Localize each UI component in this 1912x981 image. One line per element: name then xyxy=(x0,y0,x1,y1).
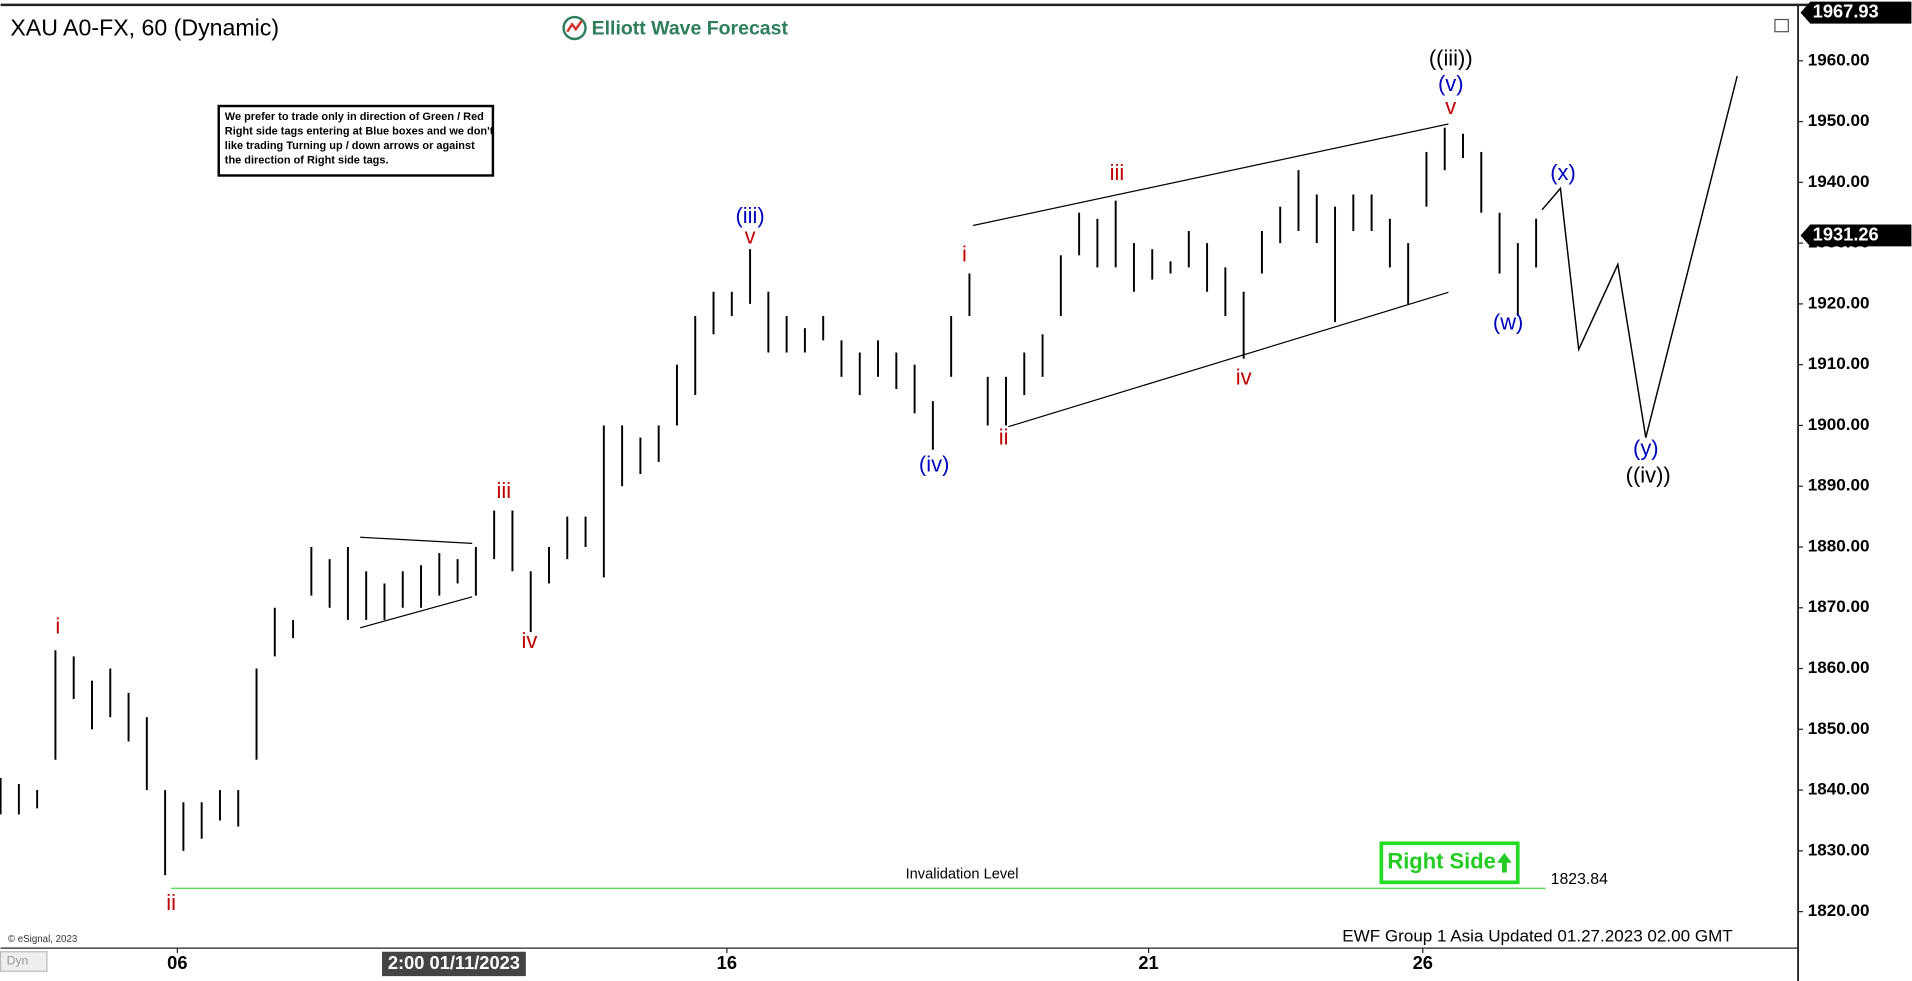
right-side-badge: Right Side xyxy=(1379,841,1520,885)
y-tick-label: 1870.00 xyxy=(1808,597,1870,616)
logo-mark xyxy=(566,20,583,33)
logo-text: Elliott Wave Forecast xyxy=(592,17,789,39)
note-line: the direction of Right side tags. xyxy=(225,155,389,167)
wave-label: (x) xyxy=(1550,160,1576,185)
wave-label: ii xyxy=(999,425,1009,450)
price-marker-label: 1931.26 xyxy=(1813,223,1879,244)
y-tick-label: 1900.00 xyxy=(1808,415,1870,434)
chart-title: XAU A0-FX, 60 (Dynamic) xyxy=(10,14,279,40)
trendline xyxy=(972,123,1449,227)
wave-label: ((iv)) xyxy=(1626,462,1671,487)
wave-label: (iv) xyxy=(919,451,949,476)
wave-label: ((iii)) xyxy=(1429,45,1473,70)
corner-box xyxy=(0,951,48,972)
note-line: Right side tags entering at Blue boxes a… xyxy=(225,126,494,138)
crosshair-box xyxy=(382,951,526,977)
y-tick-label: 1920.00 xyxy=(1808,293,1870,312)
y-tick-label: 1840.00 xyxy=(1808,780,1870,799)
source: © eSignal, 2023 xyxy=(8,934,77,945)
wave-label: v xyxy=(745,223,756,248)
window-icon xyxy=(1774,18,1789,33)
y-tick-label: 1850.00 xyxy=(1808,719,1870,738)
x-tick-label: 06 xyxy=(167,952,187,973)
invalidation-label: Invalidation Level xyxy=(906,867,1019,883)
crosshair-label: 2:00 01/11/2023 xyxy=(388,952,520,973)
wave-label: (w) xyxy=(1493,310,1523,335)
y-tick-label: 1910.00 xyxy=(1808,354,1870,373)
projection-path xyxy=(1541,75,1738,438)
y-tick-label: 1830.00 xyxy=(1808,840,1870,859)
wave-label: iii xyxy=(497,478,512,503)
badge-box xyxy=(1379,841,1520,885)
wave-label: (iii) xyxy=(735,203,764,228)
wave-label: i xyxy=(962,242,967,267)
price-marker xyxy=(1800,224,1912,247)
price-marker-label: 1967.93 xyxy=(1813,0,1879,21)
wave-label: ii xyxy=(166,890,176,915)
trendline xyxy=(360,536,473,544)
y-tick-label: 1890.00 xyxy=(1808,476,1870,495)
y-tick-label: 1950.00 xyxy=(1808,111,1870,130)
y-tick-label: 1860.00 xyxy=(1808,658,1870,677)
badge-text: Right Side xyxy=(1387,849,1495,874)
price-marker xyxy=(1800,1,1912,24)
y-tick-label: 1940.00 xyxy=(1808,172,1870,191)
note-line: like trading Turning up / down arrows or… xyxy=(225,140,475,152)
wave-label: (v) xyxy=(1438,71,1464,96)
wave-label: (y) xyxy=(1633,436,1659,461)
logo: Elliott Wave Forecast xyxy=(562,15,789,41)
wave-label: iii xyxy=(1110,160,1125,185)
note-line: We prefer to trade only in direction of … xyxy=(225,111,484,123)
y-tick-label: 1880.00 xyxy=(1808,536,1870,555)
note-box xyxy=(217,104,495,177)
invalidation-value: 1823.84 xyxy=(1551,871,1608,888)
y-tick-label: 1960.00 xyxy=(1808,50,1870,69)
trendline xyxy=(359,596,473,629)
wave-label: v xyxy=(1445,94,1456,119)
y-tick-label: 1820.00 xyxy=(1808,901,1870,920)
wave-label: iv xyxy=(1236,364,1252,389)
wave-label: iv xyxy=(522,628,538,653)
trendline xyxy=(1008,291,1449,428)
x-tick-label: 21 xyxy=(1138,952,1158,973)
footer: EWF Group 1 Asia Updated 01.27.2023 02.0… xyxy=(1342,927,1733,946)
x-tick-label: 16 xyxy=(717,952,737,973)
corner-label: Dyn xyxy=(7,954,29,968)
x-tick-label: 26 xyxy=(1413,952,1433,973)
wave-label: i xyxy=(55,614,60,639)
